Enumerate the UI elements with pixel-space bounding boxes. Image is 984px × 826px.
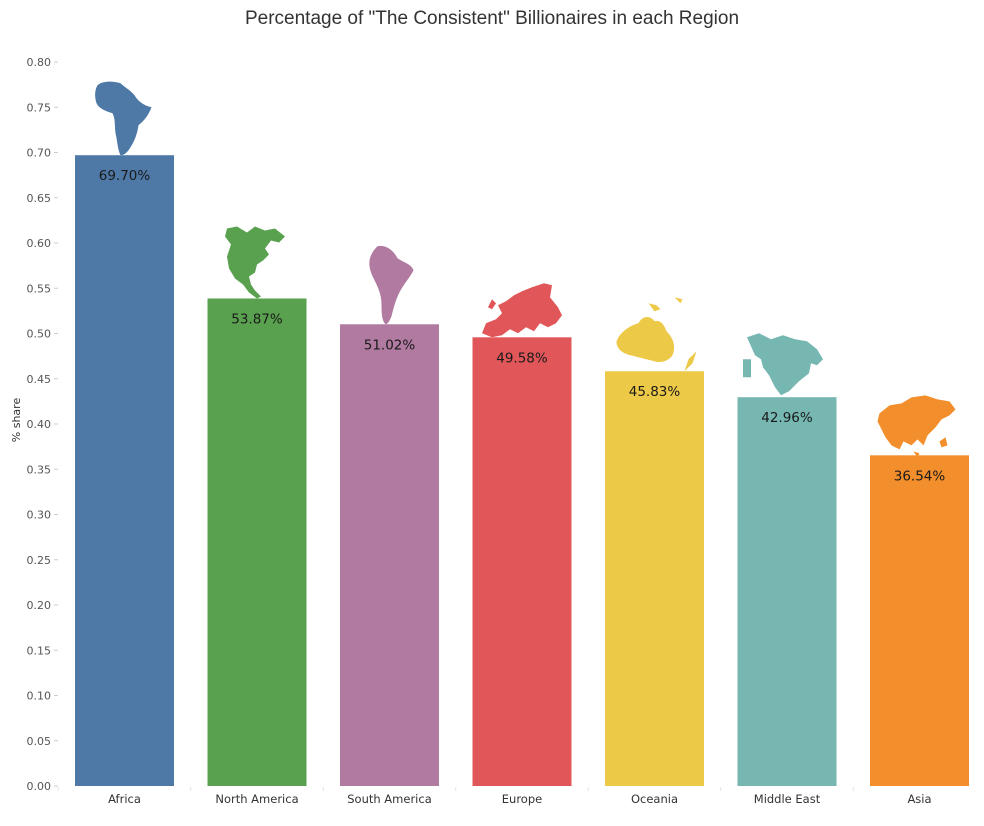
africa-map-icon bbox=[95, 81, 152, 156]
south-america-map-icon bbox=[369, 245, 414, 325]
y-tick-label: 0.20 bbox=[27, 599, 52, 612]
data-label: 53.87% bbox=[231, 311, 283, 327]
y-tick-label: 0.75 bbox=[27, 101, 52, 114]
north-america-map-icon bbox=[225, 226, 285, 299]
bar-middle-east bbox=[737, 397, 837, 786]
y-tick-label: 0.40 bbox=[27, 418, 52, 431]
y-tick-label: 0.45 bbox=[27, 373, 52, 386]
continent-icons bbox=[95, 81, 956, 458]
y-tick-label: 0.05 bbox=[27, 735, 52, 748]
middle-east-map-icon bbox=[743, 333, 823, 396]
bar-asia bbox=[870, 455, 969, 786]
x-tick-label: Middle East bbox=[754, 792, 821, 806]
africa-map-icon-shape bbox=[95, 81, 152, 156]
oceania-map-icon bbox=[616, 297, 697, 372]
middle-east-map-icon-shape bbox=[743, 333, 823, 396]
x-tick-label: Europe bbox=[502, 792, 542, 806]
y-tick-label: 0.00 bbox=[27, 780, 52, 793]
oceania-map-icon-shape bbox=[616, 297, 697, 372]
y-tick-label: 0.65 bbox=[27, 192, 52, 205]
bar-north-america bbox=[207, 298, 307, 786]
data-label: 45.83% bbox=[629, 384, 681, 400]
x-axis: Africa North America South America Europe Oc… bbox=[57, 787, 932, 806]
x-tick-label: Africa bbox=[108, 792, 141, 806]
europe-map-icon bbox=[482, 283, 562, 338]
data-label: 42.96% bbox=[761, 410, 813, 426]
y-tick-label: 0.35 bbox=[27, 463, 52, 476]
chart-title: Percentage of "The Consistent" Billionai… bbox=[244, 8, 740, 29]
data-label: 36.54% bbox=[894, 468, 946, 484]
bars bbox=[75, 155, 969, 787]
x-tick-label: South America bbox=[347, 792, 432, 806]
europe-map-icon-shape bbox=[482, 283, 562, 338]
data-labels: 69.70% 53.87% 51.02% 49.58% 45.83% 42.96% 36.5… bbox=[99, 168, 946, 484]
y-tick-label: 0.60 bbox=[27, 237, 52, 250]
bar-europe bbox=[472, 337, 572, 786]
y-tick-label: 0.25 bbox=[27, 554, 52, 567]
x-tick-label: Asia bbox=[907, 792, 931, 806]
y-tick-label: 0.55 bbox=[27, 282, 52, 295]
y-tick-label: 0.80 bbox=[27, 56, 52, 69]
x-tick-label: Oceania bbox=[631, 792, 678, 806]
bar-south-america bbox=[340, 324, 439, 786]
asia-map-icon-shape bbox=[877, 395, 956, 458]
y-tick-label: 0.10 bbox=[27, 690, 52, 703]
north-america-map-icon-shape bbox=[225, 226, 285, 299]
y-tick-label: 0.30 bbox=[27, 509, 52, 522]
data-label: 49.58% bbox=[496, 350, 548, 366]
south-america-map-icon-shape bbox=[369, 245, 414, 325]
data-label: 51.02% bbox=[364, 337, 416, 353]
bar-oceania bbox=[605, 371, 704, 786]
x-tick-label: North America bbox=[215, 792, 298, 806]
data-label: 69.70% bbox=[99, 168, 151, 184]
bar-africa bbox=[75, 155, 174, 787]
y-tick-label: 0.70 bbox=[27, 147, 52, 160]
y-axis: 0.00 0.05 0.10 0.15 0.20 0.25 0.30 0.35 0.40 0.45… bbox=[27, 56, 58, 793]
y-axis-title: % share bbox=[10, 398, 23, 443]
asia-map-icon bbox=[877, 395, 956, 458]
y-tick-label: 0.50 bbox=[27, 328, 52, 341]
y-tick-label: 0.15 bbox=[27, 644, 52, 657]
